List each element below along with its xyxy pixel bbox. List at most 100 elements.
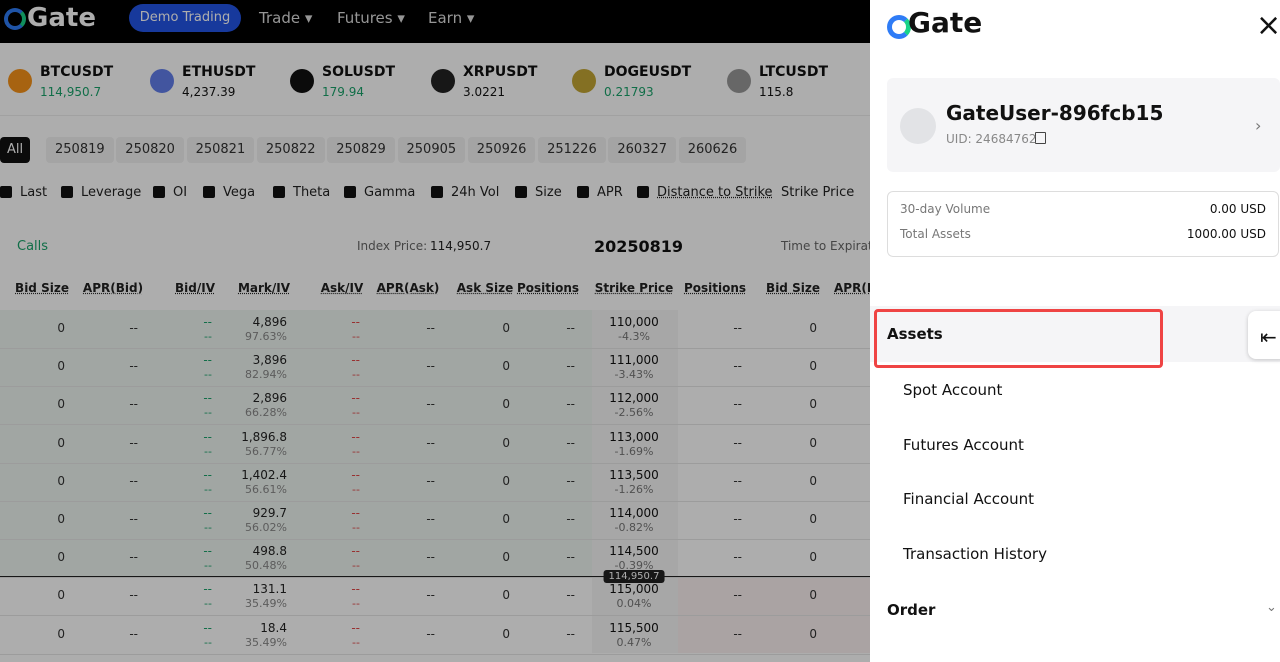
expiry-chip[interactable]: 250822 — [256, 137, 325, 163]
cell[interactable]: 35.49% — [245, 597, 287, 611]
cell[interactable]: 929.7 — [252, 506, 287, 520]
menu-item[interactable]: Spot Account — [903, 381, 1003, 399]
cell[interactable]: -- — [203, 315, 212, 329]
cell[interactable]: 66.28% — [245, 406, 287, 420]
checkbox[interactable] — [0, 186, 12, 198]
column-toggle[interactable]: APR — [597, 185, 623, 200]
cell[interactable]: 0 — [57, 512, 65, 526]
cell[interactable]: -- — [733, 626, 742, 641]
column-toggle[interactable]: Strike Price — [781, 185, 855, 200]
cell[interactable]: -- — [203, 353, 212, 368]
cell[interactable]: 0 — [809, 512, 817, 526]
cell[interactable]: -- — [566, 588, 575, 603]
cell[interactable]: -- — [129, 626, 138, 641]
cell[interactable]: -- — [204, 635, 212, 649]
cell[interactable]: 35.49% — [245, 635, 287, 649]
cell[interactable]: -- — [351, 467, 360, 482]
checkbox[interactable] — [203, 186, 215, 198]
cell[interactable]: 0 — [809, 359, 817, 374]
cell[interactable]: -- — [426, 321, 435, 335]
cell[interactable]: 0 — [502, 550, 510, 565]
menu-item[interactable]: Financial Account — [903, 490, 1035, 508]
cell[interactable]: -- — [129, 321, 138, 335]
cell[interactable]: 0 — [502, 321, 510, 335]
cell[interactable]: -- — [566, 473, 575, 488]
cell[interactable]: -- — [203, 506, 212, 520]
cell[interactable]: 0 — [809, 435, 817, 450]
cell[interactable]: 0 — [502, 473, 510, 488]
expiry-chip[interactable]: 250821 — [186, 137, 255, 163]
collapse-button[interactable] — [1248, 311, 1280, 359]
column-toggle[interactable]: 24h Vol — [451, 185, 500, 200]
cell[interactable]: -- — [733, 359, 742, 374]
expiry-chip[interactable]: All — [0, 137, 31, 163]
cell[interactable]: -- — [566, 321, 575, 335]
menu-item[interactable]: Order — [887, 601, 936, 619]
column-toggle[interactable]: OI — [173, 185, 188, 200]
cell[interactable]: -- — [203, 582, 212, 597]
cell[interactable]: -- — [203, 467, 212, 482]
checkbox[interactable] — [515, 186, 527, 198]
column-toggle[interactable]: Vega — [223, 185, 256, 200]
cell[interactable]: -- — [204, 559, 212, 573]
cell[interactable]: -- — [352, 330, 360, 343]
nav-item[interactable]: Futures ▾ — [337, 9, 405, 27]
checkbox[interactable] — [273, 186, 285, 198]
cell[interactable]: -- — [566, 397, 575, 412]
menu-item[interactable]: Transaction History — [903, 545, 1047, 563]
column-toggle[interactable]: Size — [535, 185, 562, 200]
cell[interactable]: -- — [351, 582, 360, 597]
cell[interactable]: 0 — [57, 397, 65, 412]
cell[interactable]: -- — [733, 435, 742, 450]
cell[interactable]: -- — [426, 397, 435, 412]
menu-item[interactable]: Futures Account — [903, 436, 1024, 454]
cell[interactable]: -- — [426, 473, 435, 488]
cell[interactable]: 0 — [809, 397, 817, 412]
cell[interactable]: -- — [426, 588, 435, 603]
cell[interactable]: -- — [203, 544, 212, 559]
ticker-symbol[interactable]: DOGEUSDT — [604, 64, 692, 80]
nav-item[interactable]: Earn ▾ — [428, 9, 475, 27]
cell[interactable]: -- — [352, 368, 360, 382]
cell[interactable]: 0 — [502, 359, 510, 374]
cell[interactable]: 0 — [57, 550, 65, 565]
ticker-symbol[interactable]: LTCUSDT — [759, 64, 829, 80]
cell[interactable]: -- — [204, 368, 212, 382]
cell[interactable]: -- — [566, 435, 575, 450]
cell[interactable]: 56.61% — [245, 482, 287, 496]
cell[interactable]: -- — [426, 550, 435, 565]
cell[interactable]: 0 — [57, 321, 65, 335]
cell[interactable]: -- — [426, 626, 435, 641]
cell[interactable]: -- — [351, 429, 360, 444]
cell[interactable]: 0 — [502, 588, 510, 603]
ticker-symbol[interactable]: ETHUSDT — [182, 64, 256, 80]
cell[interactable]: -- — [203, 391, 212, 406]
close-button[interactable]: × — [1256, 8, 1280, 43]
nav-item[interactable]: Trade ▾ — [259, 9, 313, 27]
demo-button[interactable]: Demo Trading — [129, 4, 241, 32]
cell[interactable]: -- — [733, 397, 742, 412]
cell[interactable]: -- — [351, 353, 360, 368]
expiry-chip[interactable]: 251226 — [538, 137, 606, 163]
cell[interactable]: -- — [352, 559, 360, 573]
cell[interactable]: -- — [426, 512, 435, 526]
checkbox[interactable] — [344, 186, 356, 198]
cell[interactable]: 131.1 — [252, 582, 287, 597]
cell[interactable]: -- — [129, 435, 138, 450]
cell[interactable]: 0 — [809, 473, 817, 488]
cell[interactable]: -- — [203, 429, 212, 444]
cell[interactable]: 3,896 — [252, 353, 287, 368]
cell[interactable]: 18.4 — [260, 620, 287, 635]
cell[interactable]: 0 — [57, 435, 65, 450]
cell[interactable]: 0 — [502, 435, 510, 450]
cell[interactable]: 1,896.8 — [241, 429, 287, 444]
checkbox[interactable] — [637, 186, 649, 198]
cell[interactable]: -- — [129, 550, 138, 565]
cell[interactable]: -- — [352, 521, 360, 534]
user-card[interactable] — [887, 78, 1280, 172]
column-toggle[interactable]: Distance to Strike — [657, 185, 773, 200]
cell[interactable]: -- — [204, 597, 212, 611]
cell[interactable]: -- — [129, 588, 138, 603]
cell[interactable]: -- — [566, 359, 575, 374]
cell[interactable]: -- — [204, 521, 212, 534]
